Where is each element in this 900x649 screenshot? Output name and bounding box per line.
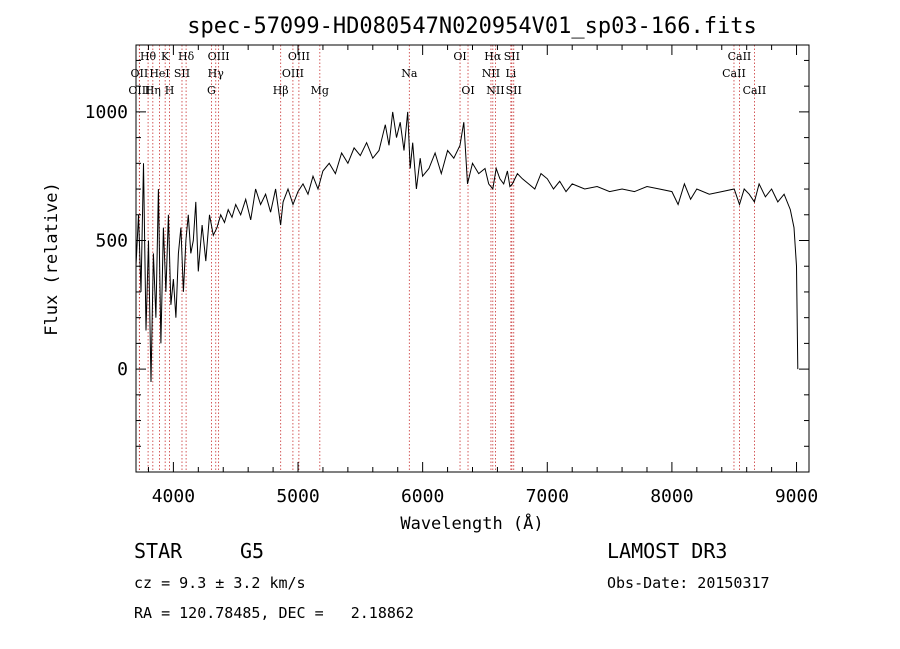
spectral-line-label: CaII	[743, 84, 767, 97]
spectral-line-label: NII	[486, 84, 504, 97]
spectral-line-label: Hδ	[178, 50, 195, 63]
coordinates: RA = 120.78485, DEC = 2.18862	[134, 604, 414, 622]
spectral-line-labels: Hθ OII OIII K HeI Hη Hδ SII H OIII Hγ G OIII OIII Hβ Mg…	[128, 50, 766, 97]
plot-frame	[135, 44, 810, 473]
chart-title: spec-57099-HD080547N020954V01_sp03-166.f…	[187, 14, 757, 39]
y-tick-label: 0	[117, 359, 128, 380]
object-class: STAR	[134, 539, 183, 563]
observation-date: Obs-Date: 20150317	[607, 574, 770, 592]
spectral-line-markers	[138, 45, 755, 472]
x-tick-label: 7000	[526, 486, 569, 507]
y-tick-label: 500	[95, 230, 128, 251]
x-tick-label: 9000	[775, 486, 818, 507]
y-axis-label: Flux (relative)	[42, 182, 62, 336]
x-tick-label: 6000	[401, 486, 444, 507]
spectral-line-label: SII	[174, 67, 190, 80]
spectral-line-label: Mg	[311, 84, 329, 97]
x-axis-label: Wavelength (Å)	[400, 512, 543, 534]
spectral-line-label: OIII	[288, 50, 310, 63]
spectral-line-label: K	[161, 50, 170, 63]
survey-name: LAMOST DR3	[607, 539, 727, 563]
x-tick-label: 8000	[650, 486, 693, 507]
spectral-line-label: OI	[453, 50, 466, 63]
spectral-line-label: Hη	[145, 84, 161, 97]
spectral-line-label: OII	[131, 67, 149, 80]
spectral-line-label: Na	[401, 67, 418, 80]
spectral-line-label: OIII	[208, 50, 230, 63]
spectral-line-label: Hθ	[140, 50, 157, 63]
spectral-line-label: Li	[505, 67, 516, 80]
spectral-line-label: OIII	[128, 84, 150, 97]
spectral-line-label: OIII	[282, 67, 304, 80]
spectral-line-label: SII	[506, 84, 522, 97]
spectral-line-label: Hα	[484, 50, 502, 63]
spectral-line-label: OI	[461, 84, 474, 97]
x-tick-label: 5000	[276, 486, 319, 507]
y-tick-label: 1000	[85, 102, 128, 123]
spectral-line-label: SII	[504, 50, 520, 63]
spectral-line-label: NII	[482, 67, 500, 80]
x-tick-label: 4000	[152, 486, 195, 507]
spectral-line-label: Hβ	[273, 84, 289, 97]
object-subclass: G5	[240, 539, 264, 563]
spectral-line-label: G	[207, 84, 216, 97]
spectral-line-label: CaII	[728, 50, 752, 63]
y-axis-ticks: 0 500 1000	[85, 59, 809, 447]
x-axis-ticks: 4000 5000 6000 7000 8000 9000	[147, 45, 818, 507]
spectral-line-label: HeI	[149, 67, 169, 80]
spectral-line-label: Hγ	[208, 67, 225, 80]
spectrum-line	[135, 111, 799, 383]
redshift-velocity: cz = 9.3 ± 3.2 km/s	[134, 574, 306, 592]
spectral-line-label: CaII	[722, 67, 746, 80]
spectral-line-label: H	[165, 84, 175, 97]
